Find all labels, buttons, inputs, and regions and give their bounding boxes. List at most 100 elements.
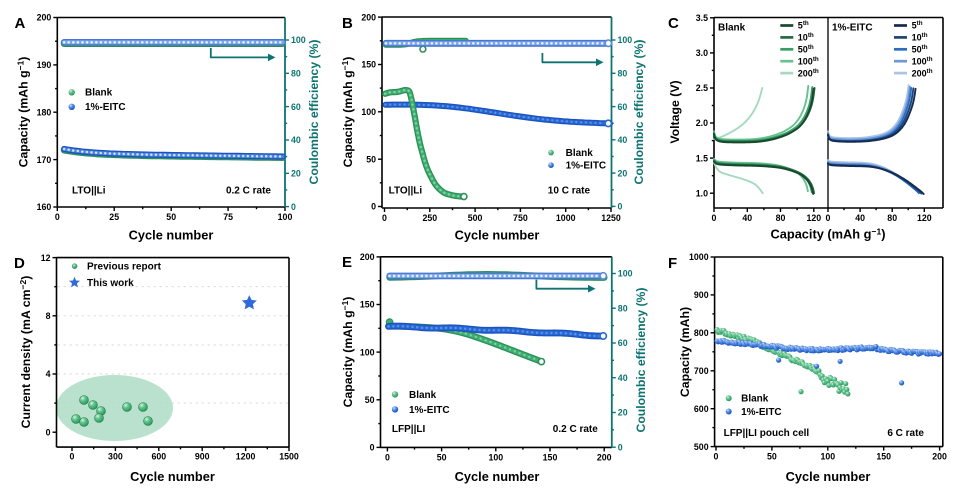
svg-text:0.2 C rate: 0.2 C rate: [226, 186, 271, 197]
svg-text:25: 25: [109, 212, 119, 222]
svg-text:12: 12: [41, 253, 51, 263]
svg-text:Voltage (V): Voltage (V): [668, 80, 682, 143]
svg-text:80: 80: [291, 69, 301, 79]
svg-text:100: 100: [278, 212, 293, 222]
svg-text:100th: 100th: [912, 56, 933, 67]
svg-text:0: 0: [291, 202, 296, 212]
svg-text:Cycle number: Cycle number: [129, 228, 214, 243]
svg-text:80: 80: [776, 213, 786, 223]
svg-text:3.0: 3.0: [696, 48, 708, 58]
svg-text:500: 500: [468, 213, 483, 223]
svg-text:50: 50: [166, 212, 176, 222]
svg-text:0: 0: [712, 213, 717, 223]
svg-text:0: 0: [55, 212, 60, 222]
svg-text:80: 80: [618, 69, 628, 79]
svg-text:10th: 10th: [912, 32, 928, 43]
svg-text:1500: 1500: [279, 452, 299, 462]
svg-text:F: F: [668, 255, 677, 272]
svg-text:800: 800: [694, 328, 709, 338]
svg-text:150: 150: [361, 60, 376, 70]
svg-text:0: 0: [618, 202, 623, 212]
svg-text:Blank: Blank: [718, 23, 746, 34]
svg-text:180: 180: [37, 108, 52, 118]
svg-text:1000: 1000: [556, 213, 576, 223]
svg-text:Capacity (mAh g−1): Capacity (mAh g−1): [16, 57, 31, 168]
svg-text:A: A: [15, 15, 26, 32]
svg-text:100: 100: [361, 107, 376, 117]
svg-text:75: 75: [223, 212, 233, 222]
svg-text:160: 160: [37, 202, 52, 212]
svg-text:50: 50: [767, 452, 777, 462]
svg-text:60: 60: [618, 102, 628, 112]
svg-text:20: 20: [291, 169, 301, 179]
svg-text:Current density (mA cm−2): Current density (mA cm−2): [18, 276, 33, 429]
svg-text:1000: 1000: [689, 252, 709, 262]
svg-text:D: D: [14, 255, 25, 272]
svg-text:Capacity (mAh g−1): Capacity (mAh g−1): [771, 226, 886, 241]
svg-text:200: 200: [37, 13, 52, 23]
svg-text:Blank: Blank: [741, 394, 769, 405]
svg-text:50: 50: [437, 452, 447, 462]
svg-text:0.2 C rate: 0.2 C rate: [553, 424, 598, 435]
svg-text:0: 0: [618, 442, 623, 452]
svg-text:250: 250: [422, 213, 437, 223]
svg-text:E: E: [342, 254, 352, 271]
svg-text:600: 600: [694, 404, 709, 414]
svg-text:Cycle number: Cycle number: [455, 469, 540, 484]
svg-text:500: 500: [694, 442, 709, 452]
svg-text:200th: 200th: [912, 68, 933, 79]
svg-text:1250: 1250: [601, 213, 621, 223]
svg-text:40: 40: [618, 135, 628, 145]
svg-text:60: 60: [291, 102, 301, 112]
svg-text:50th: 50th: [798, 44, 814, 55]
svg-text:60: 60: [618, 338, 628, 348]
svg-text:Coulombic efficiency (%): Coulombic efficiency (%): [634, 288, 648, 433]
svg-text:1.0: 1.0: [696, 188, 708, 198]
svg-text:Previous report: Previous report: [87, 262, 162, 273]
svg-text:5th: 5th: [798, 20, 809, 31]
svg-text:120: 120: [806, 213, 821, 223]
svg-text:0: 0: [370, 443, 375, 453]
svg-text:900: 900: [195, 452, 210, 462]
svg-text:LTO||Li: LTO||Li: [389, 185, 423, 196]
svg-text:20: 20: [618, 168, 628, 178]
svg-text:100: 100: [618, 269, 633, 279]
svg-text:200: 200: [360, 252, 375, 262]
svg-text:40: 40: [618, 373, 628, 383]
svg-text:3.5: 3.5: [696, 13, 708, 23]
svg-text:40: 40: [742, 213, 752, 223]
svg-text:50: 50: [366, 154, 376, 164]
svg-text:Cycle number: Cycle number: [786, 469, 871, 484]
svg-text:0: 0: [382, 213, 387, 223]
svg-text:700: 700: [694, 366, 709, 376]
svg-text:8: 8: [46, 311, 51, 321]
svg-text:50th: 50th: [912, 44, 928, 55]
svg-text:Capacity (mAh): Capacity (mAh): [678, 307, 692, 397]
svg-text:200th: 200th: [798, 68, 819, 79]
svg-text:50: 50: [365, 395, 375, 405]
svg-text:1%-EITC: 1%-EITC: [741, 407, 782, 418]
svg-text:5th: 5th: [912, 20, 923, 31]
svg-text:1%-EITC: 1%-EITC: [832, 23, 873, 34]
svg-text:10th: 10th: [798, 32, 814, 43]
svg-text:0: 0: [371, 202, 376, 212]
svg-text:Capacity (mAh g−1): Capacity (mAh g−1): [340, 57, 355, 168]
svg-text:Cycle number: Cycle number: [130, 469, 215, 484]
svg-text:150: 150: [543, 452, 558, 462]
svg-text:Cycle number: Cycle number: [455, 228, 540, 243]
svg-text:40: 40: [291, 135, 301, 145]
svg-text:LFP||LI pouch cell: LFP||LI pouch cell: [724, 428, 810, 439]
svg-text:300: 300: [108, 452, 123, 462]
svg-text:0: 0: [46, 427, 51, 437]
svg-text:600: 600: [151, 452, 166, 462]
svg-text:200: 200: [361, 12, 376, 22]
svg-text:2.0: 2.0: [696, 118, 708, 128]
svg-text:170: 170: [37, 155, 52, 165]
svg-text:100: 100: [360, 347, 375, 357]
svg-text:Blank: Blank: [409, 390, 437, 401]
svg-text:10 C rate: 10 C rate: [548, 185, 591, 196]
svg-text:B: B: [342, 15, 353, 32]
svg-text:Blank: Blank: [85, 88, 113, 99]
svg-text:Capacity (mAh g−1): Capacity (mAh g−1): [340, 297, 355, 408]
svg-text:Coulombic efficiency (%): Coulombic efficiency (%): [632, 40, 646, 185]
